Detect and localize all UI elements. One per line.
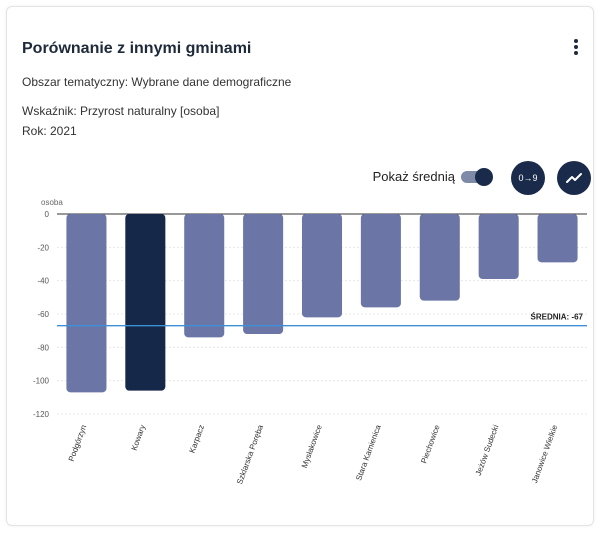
bar-podgórzyn bbox=[66, 214, 107, 393]
bar-stara-kamienica bbox=[360, 214, 401, 308]
chart-controls: Pokaż średnią 0→9 bbox=[7, 157, 595, 197]
y-tick-label: -120 bbox=[33, 410, 50, 419]
sort-button[interactable]: 0→9 bbox=[511, 161, 545, 195]
y-tick-label: -40 bbox=[37, 277, 49, 286]
x-tick-label: Kowary bbox=[130, 424, 148, 452]
thematic-area: Obszar tematyczny: Wybrane dane demograf… bbox=[22, 75, 292, 89]
more-vertical-icon[interactable] bbox=[571, 37, 581, 59]
x-tick-label: Stara Kamienica bbox=[354, 423, 383, 482]
bar-chart: osoba 0 -20 -40 -60 -80 -100 -120 Podgórzyn Kowar… bbox=[33, 198, 587, 486]
y-unit-label: osoba bbox=[41, 198, 63, 207]
x-tick-label: Jeżów Sudecki bbox=[474, 423, 501, 476]
bar-jeżów-sudecki bbox=[478, 214, 519, 279]
bar-karpacz bbox=[184, 214, 225, 338]
bar-szklarska-poręba bbox=[243, 214, 284, 334]
comparison-card: Porównanie z innymi gminami Obszar temat… bbox=[6, 6, 594, 526]
y-tick-label: 0 bbox=[45, 210, 50, 219]
x-tick-label: Piechowice bbox=[419, 423, 441, 465]
x-tick-label: Mysłakowice bbox=[300, 423, 324, 469]
y-tick-label: -20 bbox=[37, 243, 49, 252]
x-tick-label: Janowice Wielkie bbox=[530, 423, 560, 484]
trend-line-icon[interactable] bbox=[557, 161, 591, 195]
year: Rok: 2021 bbox=[22, 124, 77, 138]
y-tick-label: -100 bbox=[33, 377, 50, 386]
show-average-toggle[interactable] bbox=[461, 168, 493, 186]
x-tick-label: Karpacz bbox=[188, 424, 206, 455]
show-average-label: Pokaż średnią bbox=[372, 169, 455, 184]
bar-mysłakowice bbox=[301, 214, 343, 318]
card-title: Porównanie z innymi gminami bbox=[22, 40, 252, 57]
y-tick-label: -80 bbox=[37, 343, 49, 352]
bar-kowary bbox=[125, 214, 166, 391]
indicator: Wskaźnik: Przyrost naturalny [osoba] bbox=[22, 104, 220, 118]
bar-janowice-wielkie bbox=[537, 214, 578, 263]
x-tick-label: Podgórzyn bbox=[67, 424, 89, 463]
average-label: ŚREDNIA: -67 bbox=[531, 313, 584, 322]
y-tick-label: -60 bbox=[37, 310, 49, 319]
x-tick-label: Szklarska Poręba bbox=[235, 423, 265, 486]
bar-piechowice bbox=[419, 214, 460, 301]
